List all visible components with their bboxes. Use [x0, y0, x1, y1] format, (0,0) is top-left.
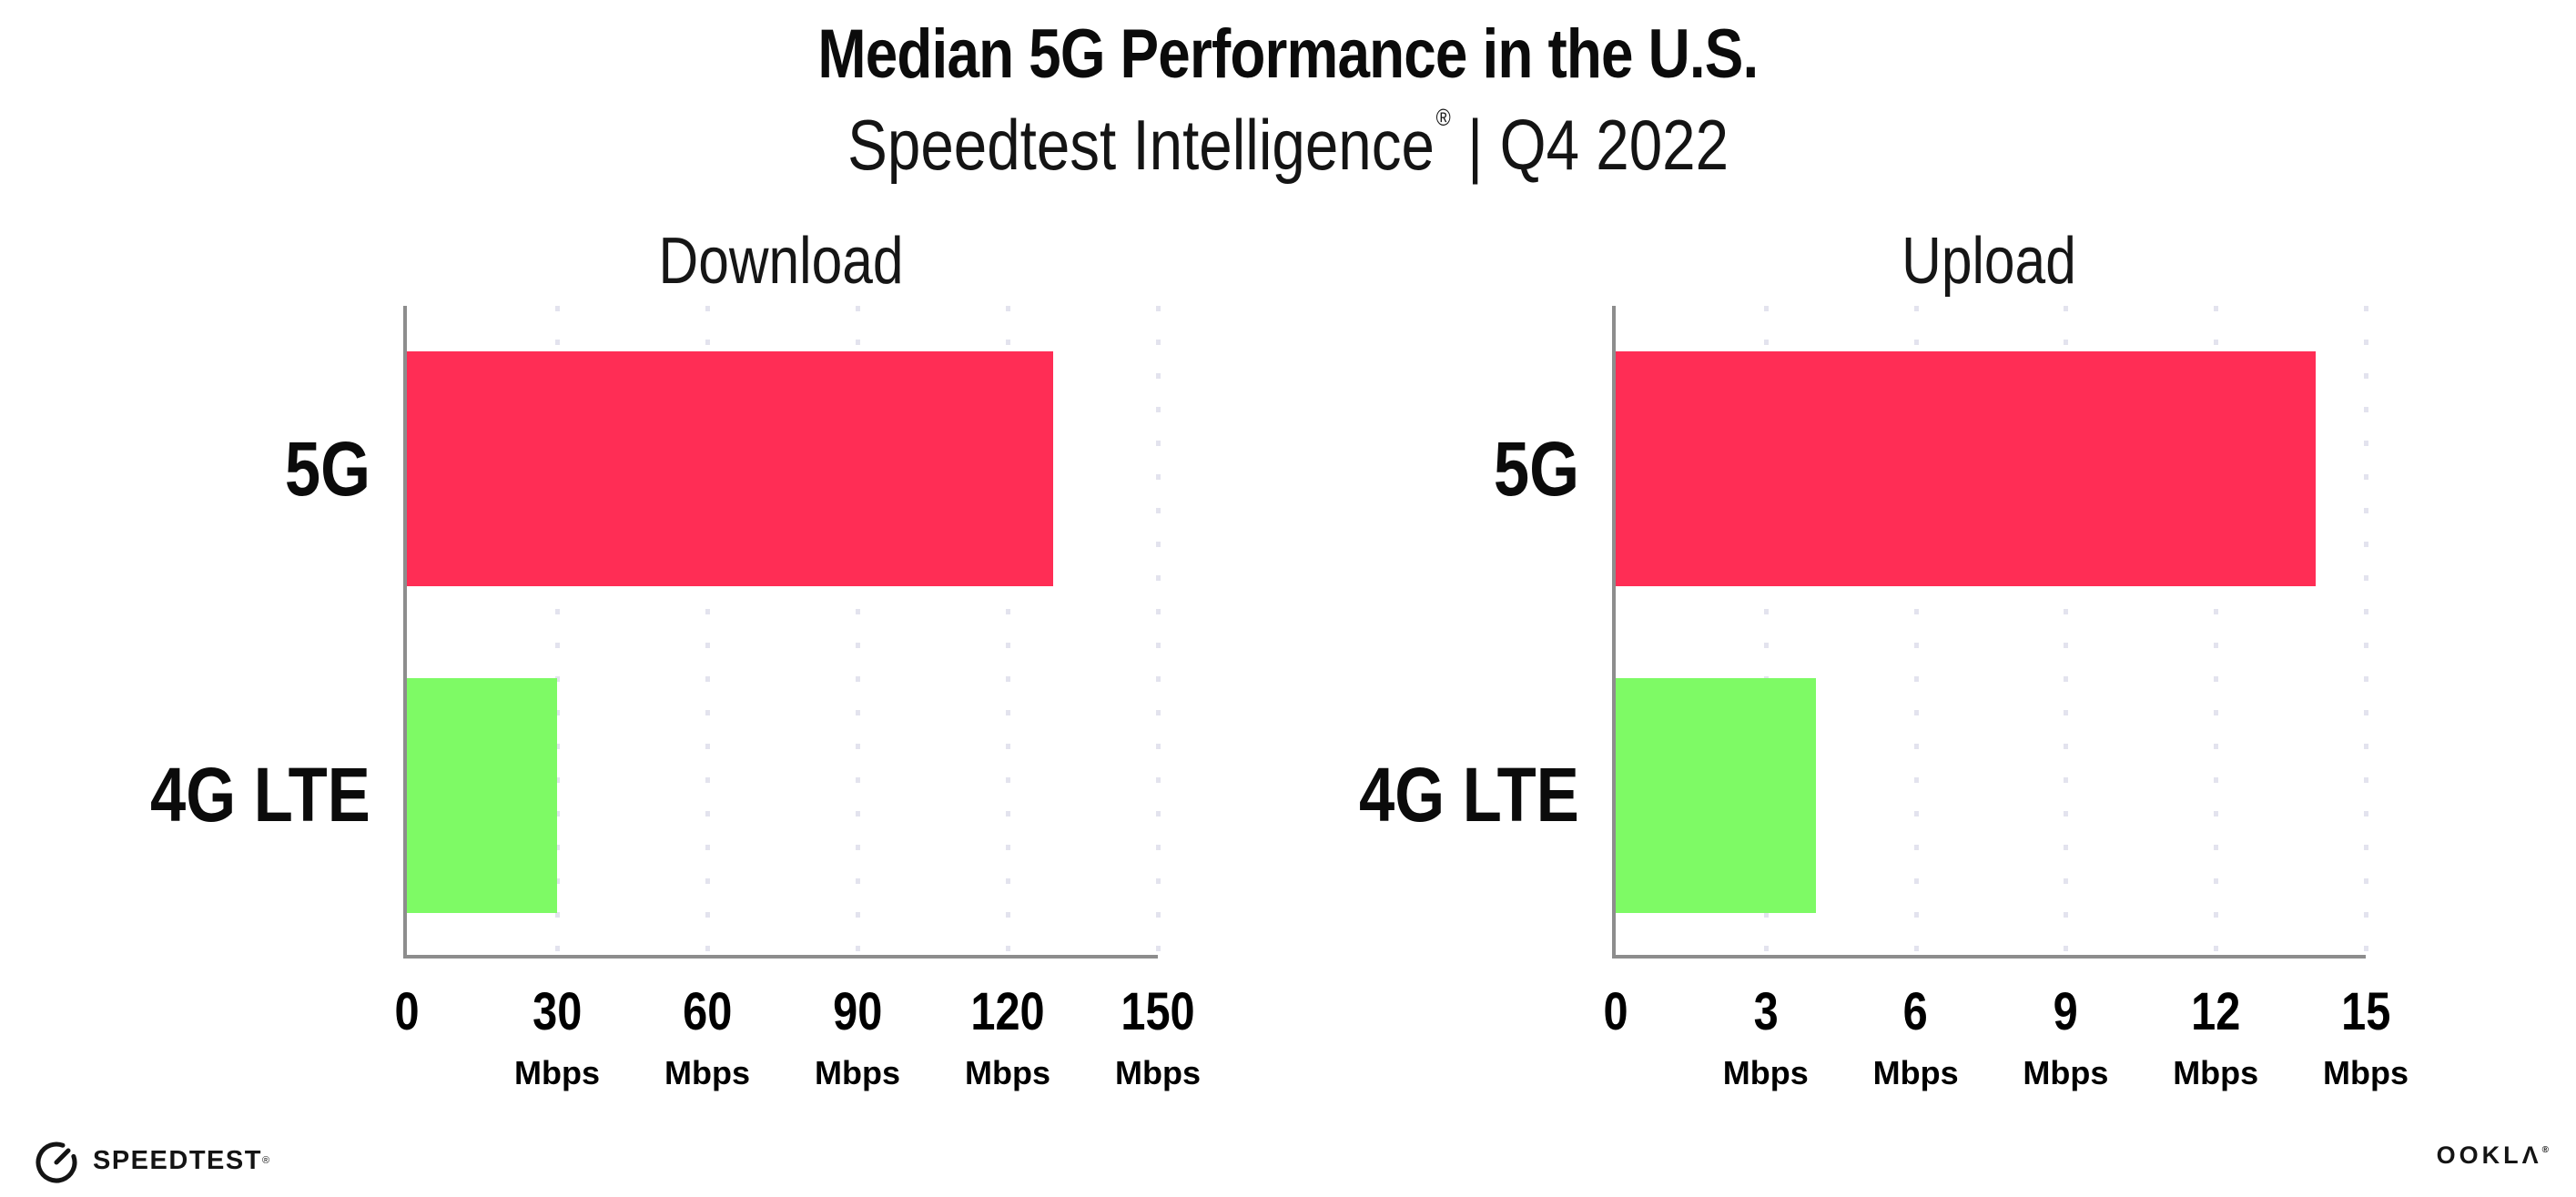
- category-label-4g-lte: 4G LTE: [34, 746, 370, 846]
- category-label-text: 4G LTE: [1359, 752, 1579, 838]
- x-tick-value: 90: [832, 982, 883, 1041]
- page-title: Median 5G Performance in the U.S.: [0, 15, 2576, 94]
- speedtest-registered-mark: ®: [261, 1155, 270, 1166]
- download-plot-area: 5G 4G LTE 0 30 Mbps 60 Mbps 90 Mbps 120 Mbps 150 Mbp…: [150, 306, 1201, 1090]
- speedtest-wordmark: SPEEDTEST: [93, 1145, 262, 1175]
- ookla-wordmark: OOKLΛ: [2436, 1141, 2542, 1169]
- gridline-12: [2214, 306, 2219, 955]
- x-tick-unit: Mbps: [664, 1054, 750, 1091]
- ookla-logo: OOKLΛ®: [2437, 1141, 2549, 1170]
- x-tick-60: 60 Mbps: [664, 986, 750, 1090]
- x-tick-unit: Mbps: [1872, 1054, 1959, 1091]
- x-tick-unit: Mbps: [815, 1054, 900, 1091]
- x-tick-value: 120: [970, 982, 1045, 1041]
- x-tick-90: 90 Mbps: [815, 986, 900, 1090]
- gridline-15: [2364, 306, 2368, 955]
- gridline-60: [705, 306, 710, 955]
- upload-chart-title: Upload: [1902, 225, 2076, 298]
- download-chart-title: Download: [658, 225, 904, 298]
- x-tick-value: 0: [1603, 982, 1628, 1041]
- gridline-120: [1006, 306, 1010, 955]
- x-tick-3: 3 Mbps: [1723, 986, 1809, 1090]
- category-label-text: 4G LTE: [150, 752, 370, 838]
- category-label-4g-lte: 4G LTE: [1242, 746, 1579, 846]
- x-tick-120: 120 Mbps: [964, 986, 1052, 1090]
- category-label-5g: 5G: [34, 419, 370, 519]
- x-tick-unit: Mbps: [2023, 1054, 2109, 1091]
- x-tick-unit: Mbps: [2323, 1054, 2409, 1091]
- x-tick-value: 3: [1753, 982, 1779, 1041]
- x-tick-value: 0: [394, 982, 420, 1041]
- x-tick-value: 60: [682, 982, 733, 1041]
- bar-4g-lte: [407, 677, 557, 913]
- x-tick-6: 6 Mbps: [1873, 986, 1959, 1090]
- gridline-30: [555, 306, 560, 955]
- gridline-90: [856, 306, 860, 955]
- x-tick-value: 150: [1121, 982, 1195, 1041]
- category-label-text: 5G: [1493, 425, 1579, 512]
- x-tick-unit: Mbps: [1115, 1054, 1201, 1091]
- x-tick-30: 30 Mbps: [514, 986, 600, 1090]
- x-tick-unit: Mbps: [965, 1054, 1050, 1091]
- x-tick-value: 30: [532, 982, 583, 1041]
- upload-plot-area: 5G 4G LTE 0 3 Mbps 6 Mbps 9 Mbps 12 Mbps 15 Mbps: [1359, 306, 2409, 1090]
- gridline-6: [1913, 306, 1919, 955]
- x-tick-15: 15 Mbps: [2323, 986, 2409, 1090]
- gridline-9: [2064, 306, 2069, 955]
- category-label-5g: 5G: [1242, 419, 1579, 519]
- x-tick-unit: Mbps: [2173, 1054, 2259, 1091]
- bar-4g-lte: [1616, 677, 1816, 913]
- gridline-3: [1763, 306, 1769, 955]
- page-title-text: Median 5G Performance in the U.S.: [817, 15, 1759, 93]
- x-tick-value: 9: [2053, 982, 2078, 1041]
- x-tick-150: 150 Mbps: [1114, 986, 1202, 1090]
- x-tick-9: 9 Mbps: [2023, 986, 2108, 1090]
- x-tick-unit: Mbps: [1722, 1054, 1809, 1091]
- subtitle-separator: |: [1467, 105, 1484, 185]
- registered-mark: ®: [1435, 104, 1451, 131]
- speedtest-gauge-icon: [35, 1141, 77, 1183]
- x-tick-value: 6: [1903, 982, 1929, 1041]
- speedtest-logo: SPEEDTEST ®: [32, 1136, 269, 1185]
- x-tick-unit: Mbps: [514, 1054, 600, 1091]
- bar-5g: [1616, 351, 2317, 587]
- page-subtitle: Speedtest Intelligence® | Q4 2022: [0, 104, 2576, 187]
- subtitle-brand: Speedtest Intelligence: [847, 105, 1435, 185]
- x-tick-value: 15: [2340, 982, 2391, 1041]
- x-tick-0: 0: [1601, 986, 1630, 1039]
- bar-5g: [407, 351, 1053, 587]
- x-tick-0: 0: [392, 986, 421, 1039]
- category-label-text: 5G: [284, 425, 370, 512]
- x-tick-12: 12 Mbps: [2173, 986, 2258, 1090]
- gridline-150: [1156, 306, 1161, 955]
- ookla-registered-mark: ®: [2541, 1145, 2549, 1155]
- subtitle-period: Q4 2022: [1499, 105, 1729, 185]
- x-tick-value: 12: [2191, 982, 2241, 1041]
